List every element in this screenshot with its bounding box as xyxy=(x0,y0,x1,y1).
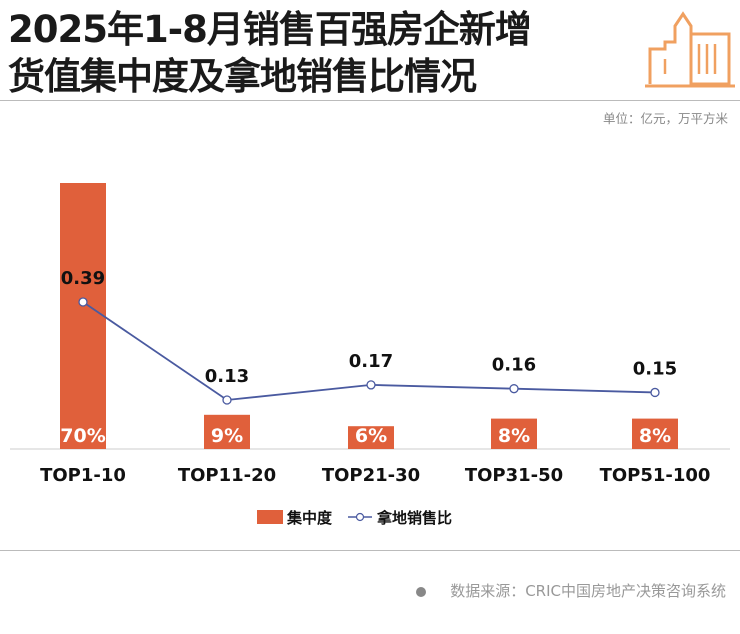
title-divider xyxy=(0,100,740,101)
bar-label: 6% xyxy=(355,425,387,447)
chart-area: 70% TOP1-10 9% TOP11-20 6% TOP21-30 8% TOP31-50… xyxy=(10,183,730,527)
bullet-icon xyxy=(416,586,427,597)
x-tick-label: TOP1-10 xyxy=(40,465,126,486)
legend-label-bar: 集中度 xyxy=(286,509,333,527)
legend-swatch-bar xyxy=(257,510,283,524)
x-tick-label: TOP11-20 xyxy=(178,465,276,486)
source-text: 数据来源：CRIC中国房地产决策咨询系统 xyxy=(450,582,726,600)
line-point xyxy=(509,384,519,394)
line-label: 0.16 xyxy=(492,355,536,376)
title-line-1: 2025年1-8月销售百强房企新增 xyxy=(8,8,532,51)
bar xyxy=(491,418,537,449)
footer-divider xyxy=(0,550,740,551)
line-point xyxy=(650,387,660,398)
bar xyxy=(60,183,106,449)
legend-swatch-point xyxy=(355,512,365,522)
bar-label: 9% xyxy=(211,425,243,447)
line-point xyxy=(366,380,376,390)
title-line-2: 货值集中度及拿地销售比情况 xyxy=(8,55,477,98)
chart-title: 2025年1-8月销售百强房企新增 货值集中度及拿地销售比情况 xyxy=(8,6,532,100)
unit-label: 单位：亿元，万平方米 xyxy=(602,111,728,126)
x-tick-label: TOP21-30 xyxy=(322,465,420,486)
bar-label: 8% xyxy=(639,425,671,447)
line-label: 0.15 xyxy=(633,358,677,379)
bar xyxy=(204,414,250,449)
bar-label: 70% xyxy=(60,425,105,447)
line-point xyxy=(78,297,88,307)
bar xyxy=(632,418,678,449)
line-label: 0.17 xyxy=(349,351,393,372)
data-source: 数据来源：CRIC中国房地产决策咨询系统 xyxy=(416,580,726,601)
line-label: 0.39 xyxy=(61,268,105,289)
x-tick-label: TOP31-50 xyxy=(465,465,563,486)
legend-label-line: 拿地销售比 xyxy=(376,509,452,527)
bar xyxy=(348,426,394,449)
x-tick-label: TOP51-100 xyxy=(600,465,711,486)
bar-label: 8% xyxy=(498,425,530,447)
line-point xyxy=(222,395,232,405)
building-icon xyxy=(645,11,735,88)
line-label: 0.13 xyxy=(205,366,249,387)
